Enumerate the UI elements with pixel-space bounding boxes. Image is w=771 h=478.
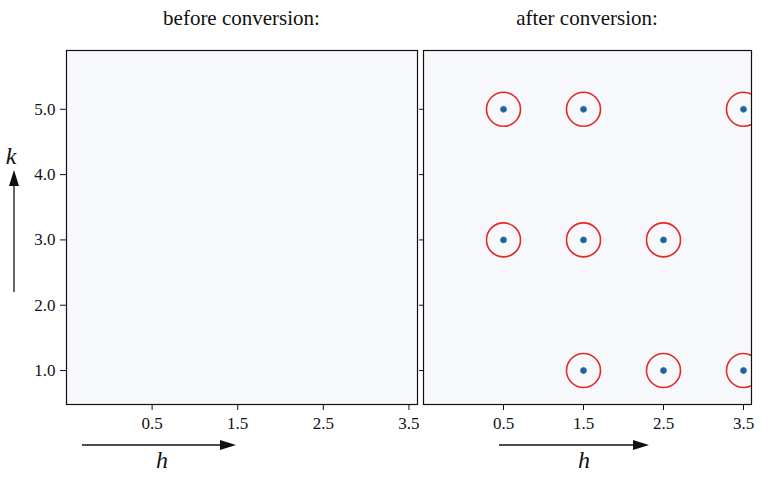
svg-text:3.5: 3.5 [398, 414, 419, 433]
svg-text:1.5: 1.5 [227, 414, 248, 433]
svg-text:h: h [578, 447, 590, 473]
html-text:after conversion:: after conversion: [516, 6, 658, 30]
html-text:before conversion:: before conversion: [163, 6, 320, 30]
svg-text:k: k [6, 143, 17, 169]
svg-text:3.5: 3.5 [733, 414, 754, 433]
svg-text:3.0: 3.0 [34, 230, 55, 249]
svg-text:0.5: 0.5 [493, 414, 514, 433]
svg-text:4.0: 4.0 [34, 165, 55, 184]
svg-text:2.5: 2.5 [313, 414, 334, 433]
svg-text:2.5: 2.5 [653, 414, 674, 433]
svg-text:h: h [156, 447, 168, 473]
svg-text:0.5: 0.5 [141, 414, 162, 433]
svg-text:2.0: 2.0 [34, 296, 55, 315]
svg-text:1.0: 1.0 [34, 361, 55, 380]
svg-text:1.5: 1.5 [573, 414, 594, 433]
svg-text:5.0: 5.0 [34, 100, 55, 119]
